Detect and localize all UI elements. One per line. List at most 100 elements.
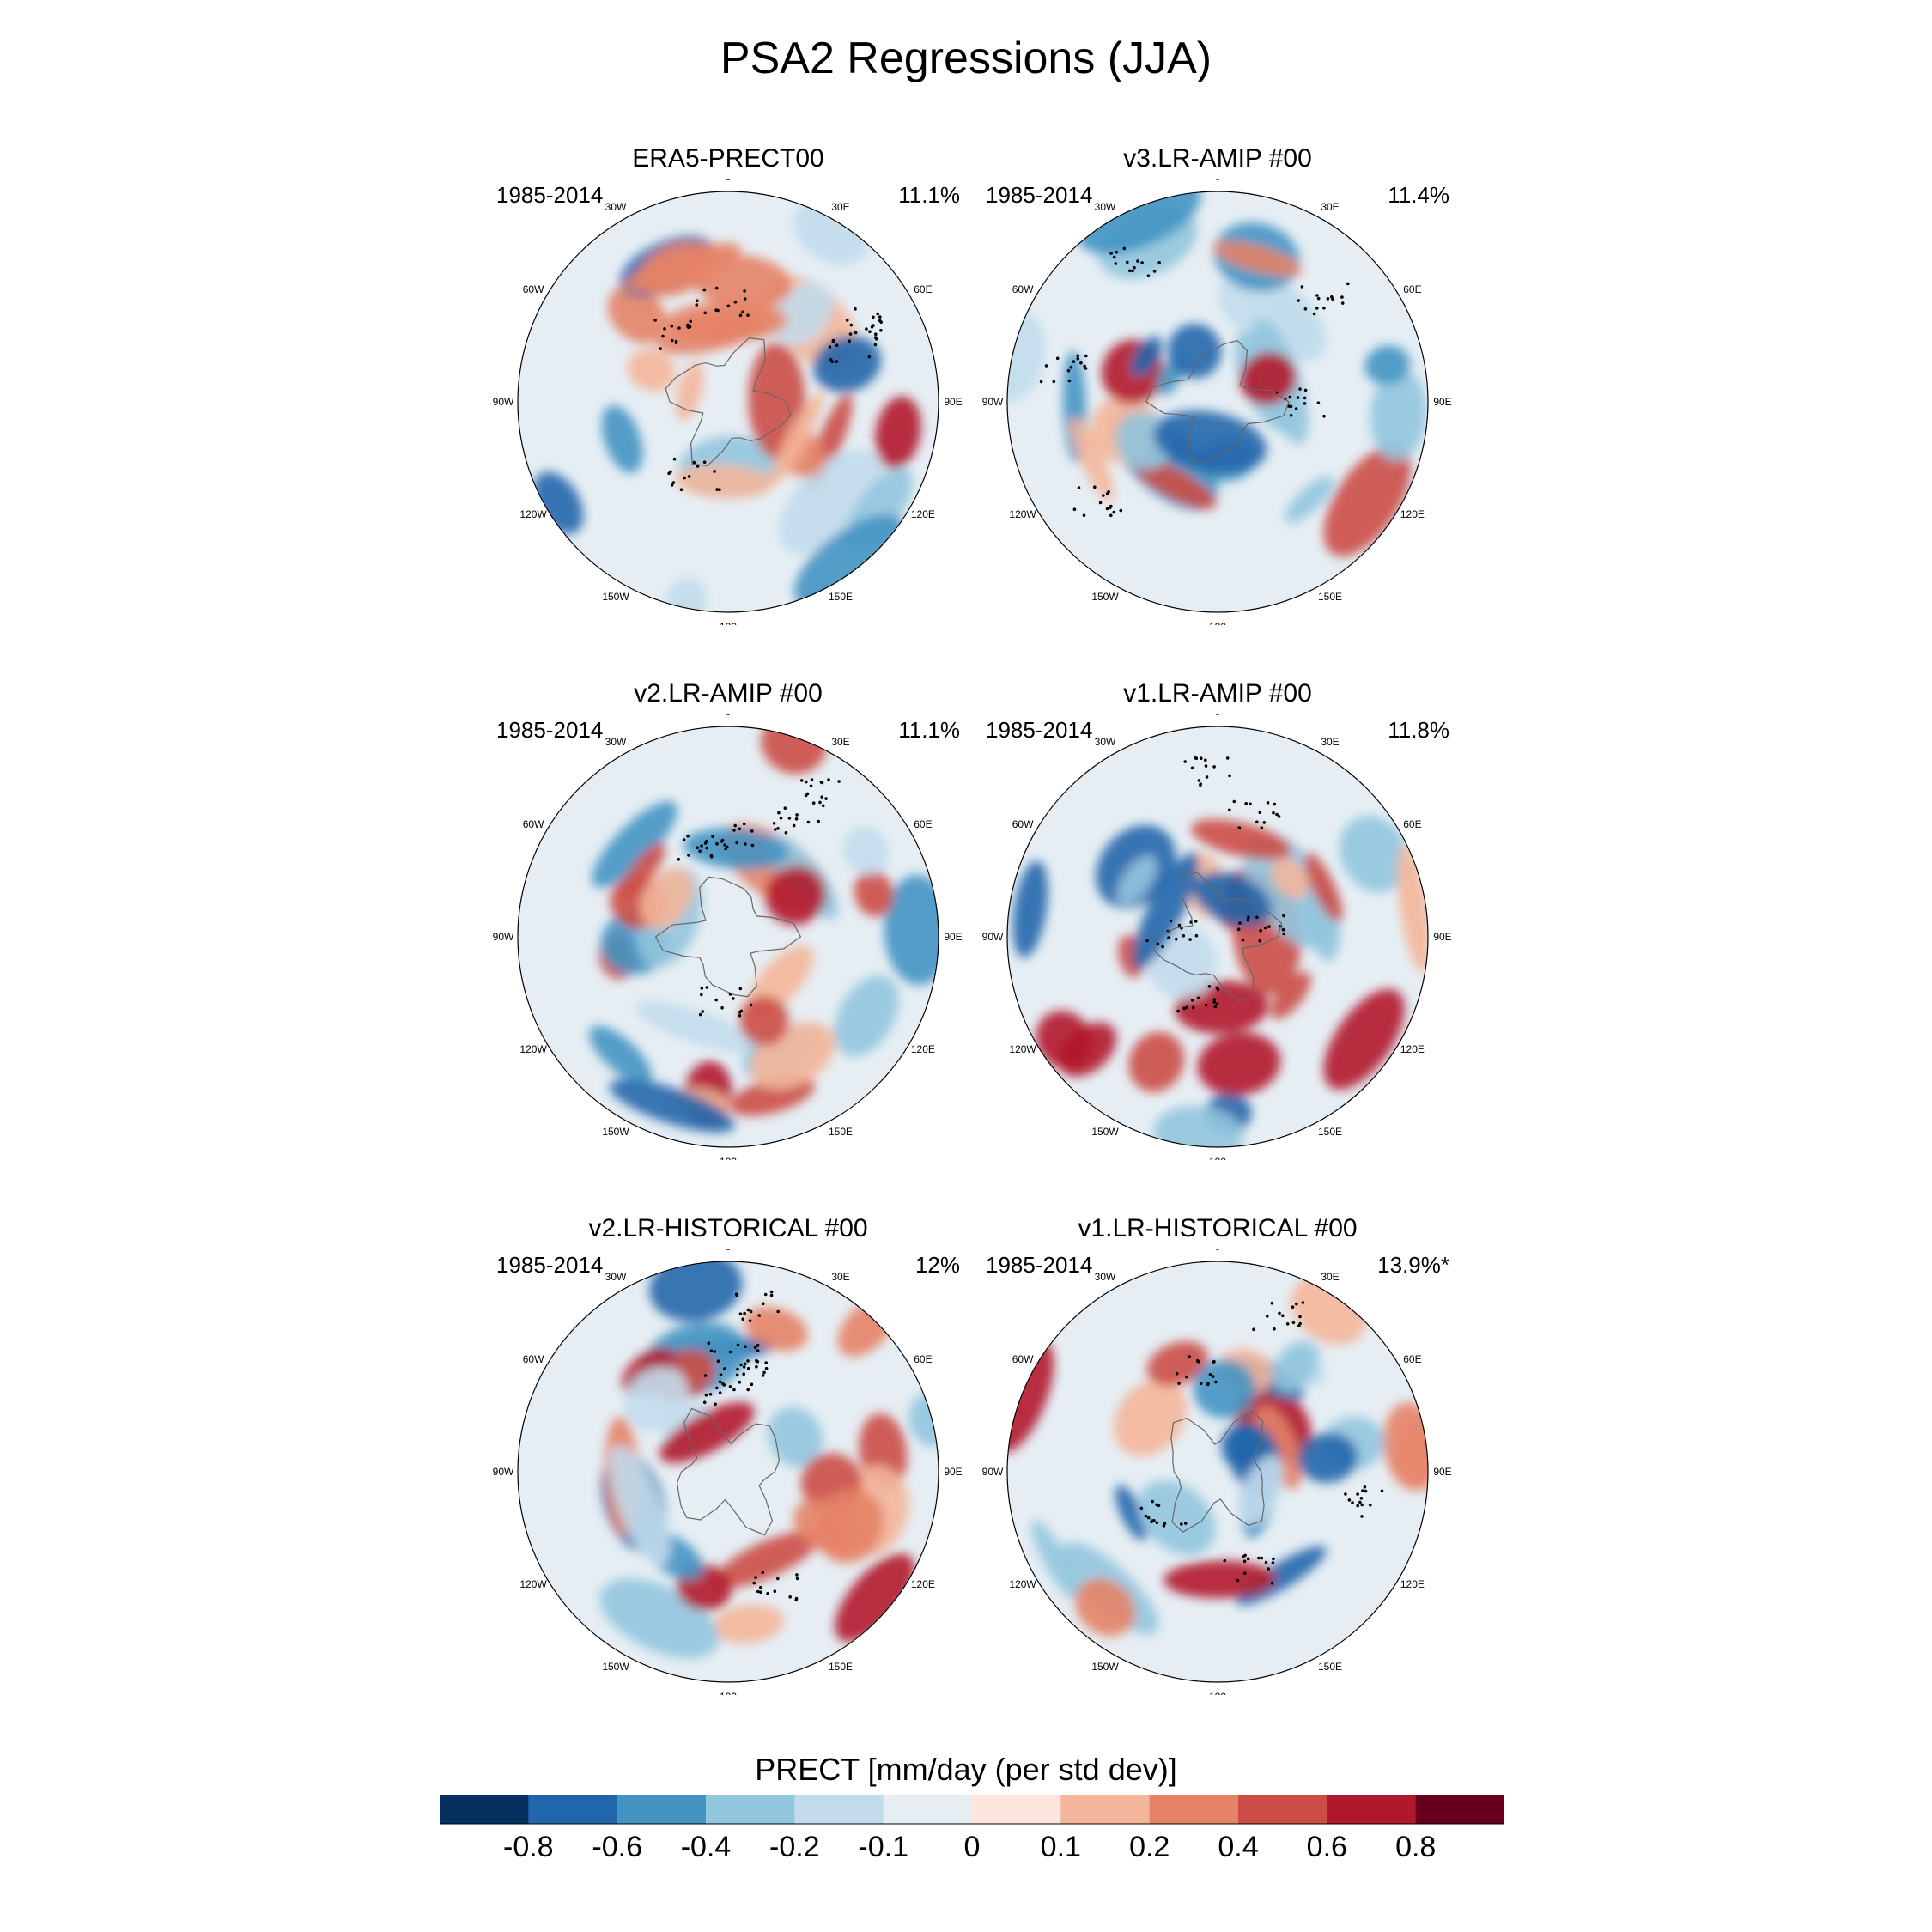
stipple-dot xyxy=(1211,1375,1215,1378)
stipple-dot xyxy=(703,311,707,315)
colorbar-swatch xyxy=(1415,1795,1504,1824)
stipple-dot xyxy=(1194,933,1199,938)
colorbar: -0.8 -0.6 -0.4 -0.2 -0.1 0 0.1 0.2 0.4 0.6 0.8 xyxy=(440,1795,1504,1863)
stipple-dot xyxy=(764,1366,769,1370)
colorbar-title: PRECT [mm/day (per std dev)] xyxy=(755,1752,1177,1787)
longitude-label: 90W xyxy=(493,396,514,408)
stipple-dot xyxy=(750,843,755,848)
stipple-dot xyxy=(677,326,681,330)
stipple-dot xyxy=(1126,260,1129,264)
stipple-dot xyxy=(1236,927,1241,932)
panel-variance: 11.4% xyxy=(1388,182,1449,208)
stipple-dot xyxy=(872,324,875,327)
stipple-dot xyxy=(799,779,804,782)
longitude-label: 180 xyxy=(1209,1156,1226,1160)
positive-anomaly xyxy=(607,285,667,344)
negative-anomaly xyxy=(1297,1432,1358,1483)
stipple-dot xyxy=(784,831,788,835)
longitude-label: 30E xyxy=(831,736,849,748)
stipple-dot xyxy=(831,340,835,343)
stipple-dot xyxy=(726,845,729,849)
stipple-dot xyxy=(1266,1315,1269,1318)
significance-stipple xyxy=(677,778,841,1018)
longitude-label: 120E xyxy=(1400,1043,1425,1055)
negative-anomaly xyxy=(1115,1485,1148,1541)
stipple-dot xyxy=(1278,1311,1281,1315)
stipple-dot xyxy=(1346,282,1350,286)
longitude-label: 120W xyxy=(519,1043,547,1055)
negative-anomaly xyxy=(1012,860,1048,958)
longitude-label: 90W xyxy=(493,1466,514,1478)
longitude-label: 60E xyxy=(914,818,932,830)
stipple-dot xyxy=(1044,364,1048,368)
stipple-dot xyxy=(872,315,875,319)
map-field xyxy=(518,191,939,612)
stipple-dot xyxy=(1039,380,1043,384)
stipple-dot xyxy=(756,1344,760,1347)
stipple-dot xyxy=(720,1005,724,1010)
stipple-dot xyxy=(1315,307,1319,310)
longitude-label: 180 xyxy=(1209,621,1226,625)
longitude-label: 30W xyxy=(1095,201,1116,213)
stipple-dot xyxy=(827,778,830,781)
stipple-dot xyxy=(818,800,822,805)
stipple-dot xyxy=(794,817,799,821)
longitude-label: 120W xyxy=(519,1578,547,1590)
positive-anomaly xyxy=(691,254,793,309)
stipple-dot xyxy=(1197,779,1201,782)
longitude-label: 30E xyxy=(1321,201,1339,213)
stipple-dot xyxy=(1105,507,1109,511)
stipple-dot xyxy=(705,839,708,843)
stipple-dot xyxy=(819,781,823,784)
stipple-dot xyxy=(1369,1504,1372,1507)
stipple-dot xyxy=(702,288,707,292)
negative-anomaly xyxy=(834,975,899,1056)
stipple-dot xyxy=(1084,354,1088,358)
stipple-dot xyxy=(1157,1504,1161,1508)
stipple-dot xyxy=(743,1311,746,1315)
negative-anomaly xyxy=(1285,476,1334,524)
stipple-dot xyxy=(707,1341,711,1346)
stipple-dot xyxy=(1079,361,1083,365)
stipple-dot xyxy=(783,806,787,810)
stipple-dot xyxy=(742,1372,745,1376)
longitude-label: 30E xyxy=(831,1271,849,1283)
stipple-dot xyxy=(1281,1314,1285,1318)
positive-anomaly xyxy=(659,1402,755,1463)
negative-anomaly xyxy=(793,514,905,608)
stipple-dot xyxy=(1267,1567,1270,1571)
longitude-label: 150E xyxy=(829,1126,853,1138)
stipple-dot xyxy=(1102,494,1105,497)
positive-anomaly xyxy=(793,1498,861,1555)
stipple-dot xyxy=(1297,1324,1301,1327)
stipple-dot xyxy=(1072,360,1076,363)
negative-anomaly xyxy=(665,576,708,612)
stipple-dot xyxy=(1069,365,1073,369)
stipple-dot xyxy=(795,1577,799,1581)
stipple-dot xyxy=(817,819,820,823)
stipple-dot xyxy=(873,343,878,347)
map-field xyxy=(1007,726,1428,1147)
stipple-dot xyxy=(1072,507,1077,511)
stipple-dot xyxy=(1252,1327,1255,1332)
longitude-label: 120W xyxy=(1009,508,1036,520)
longitude-label: 30E xyxy=(1321,736,1339,748)
positive-anomaly xyxy=(1163,1560,1276,1599)
stipple-dot xyxy=(735,1294,739,1297)
stipple-dot xyxy=(854,331,858,335)
stipple-dot xyxy=(736,1367,739,1371)
stipple-dot xyxy=(1204,764,1208,768)
colorbar-swatch xyxy=(883,1795,973,1824)
panel-variance: 12% xyxy=(914,1252,960,1278)
panel-period: 1985-2014 xyxy=(496,182,604,208)
stipple-dot xyxy=(738,1011,742,1014)
stipple-dot xyxy=(1285,1322,1290,1326)
longitude-label: 60E xyxy=(1403,818,1421,830)
stipple-dot xyxy=(1272,811,1275,815)
stipple-dot xyxy=(728,1385,732,1388)
stipple-dot xyxy=(702,1400,707,1405)
stipple-dot xyxy=(1204,758,1207,762)
longitude-label: 30W xyxy=(1095,736,1116,748)
stipple-dot xyxy=(711,835,714,838)
stipple-dot xyxy=(1303,388,1308,392)
